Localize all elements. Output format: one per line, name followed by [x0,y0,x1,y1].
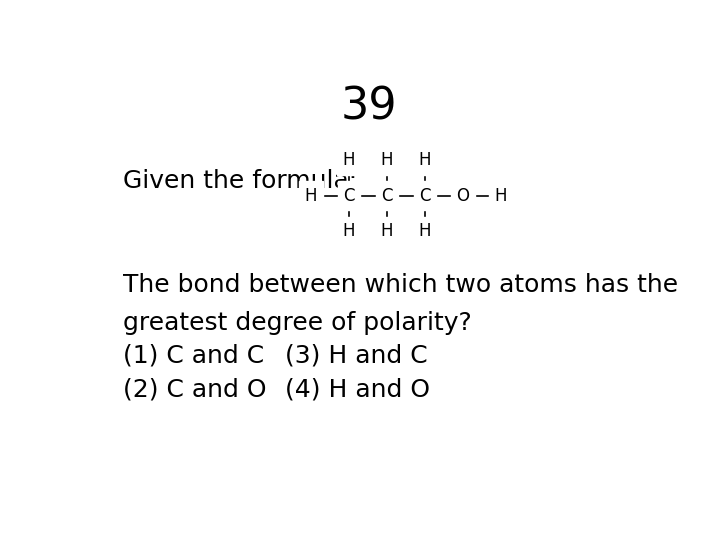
Text: H: H [495,187,507,205]
Text: H: H [418,222,431,240]
Text: H: H [343,222,355,240]
Text: (2) C and O: (2) C and O [124,377,267,401]
Text: C: C [381,187,392,205]
Text: greatest degree of polarity?: greatest degree of polarity? [124,310,472,335]
Text: H: H [418,151,431,170]
Text: O: O [456,187,469,205]
Text: H: H [305,187,318,205]
Text: The bond between which two atoms has the: The bond between which two atoms has the [124,273,679,297]
Text: Given the formula:: Given the formula: [124,169,358,193]
Text: C: C [419,187,431,205]
Text: (1) C and C: (1) C and C [124,344,265,368]
Text: H: H [381,222,393,240]
Text: H: H [343,151,355,170]
Text: 39: 39 [341,85,397,129]
Text: C: C [343,187,355,205]
Text: (3) H and C: (3) H and C [285,344,428,368]
Text: (4) H and O: (4) H and O [285,377,431,401]
Text: H: H [381,151,393,170]
